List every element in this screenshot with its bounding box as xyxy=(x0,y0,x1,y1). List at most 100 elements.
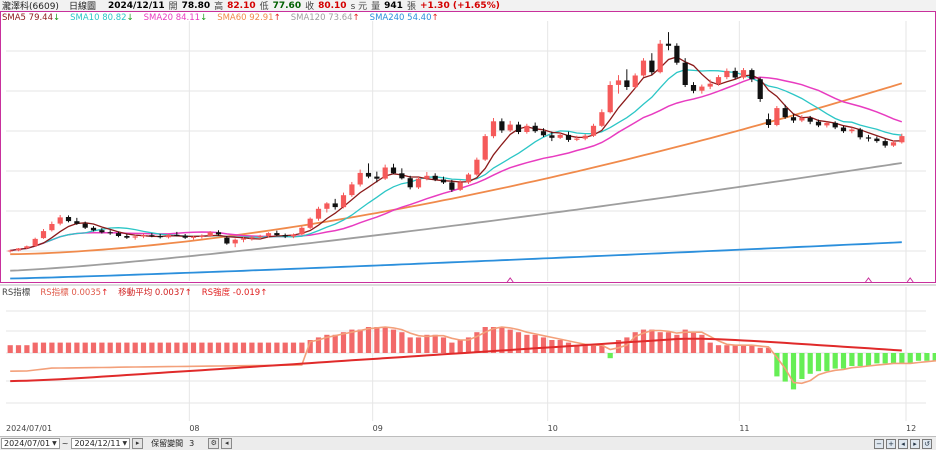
candle-body xyxy=(449,182,455,190)
candle-body xyxy=(207,232,213,236)
candle-body xyxy=(815,121,822,126)
oscillator-legend: RS指標 RS指標 0.0035↑ 移動平均 0.0037↑ RS強度 -0.019↑ xyxy=(2,286,277,298)
close-suffix: s 元 xyxy=(350,2,368,12)
candle-body xyxy=(665,43,672,46)
open-label: 開 xyxy=(168,2,178,12)
price-chart-svg[interactable]: 2024/07/01 08 09 10 11 12 xyxy=(0,11,936,433)
candle-body xyxy=(865,137,872,139)
rs-histogram-bar xyxy=(774,353,780,377)
candle-body xyxy=(307,218,313,228)
rs-histogram-bar xyxy=(49,342,55,353)
osc-legend-label: RS強度 xyxy=(201,288,233,298)
candle-body xyxy=(157,236,163,238)
candle-body xyxy=(499,121,505,131)
legend-label: SMA60 xyxy=(217,13,250,23)
legend-item-sma120[interactable]: SMA120 73.64↑ xyxy=(291,13,360,23)
candle-body xyxy=(7,250,13,252)
candle-body xyxy=(124,236,130,238)
candle-body xyxy=(724,70,730,78)
rs-histogram-bar xyxy=(90,342,97,353)
rs-histogram-bar xyxy=(574,345,580,353)
legend-value: 80.82 xyxy=(102,13,127,23)
legend-item-sma20[interactable]: SMA20 84.11↓ xyxy=(144,13,208,23)
chevron-down-icon[interactable]: ▼ xyxy=(52,440,57,447)
candle-body xyxy=(199,236,205,237)
pan-left-icon[interactable]: ◂ xyxy=(898,439,908,449)
rs-histogram-bar xyxy=(199,342,205,353)
reset-view-icon[interactable]: ↺ xyxy=(922,439,932,449)
month-label: 10 xyxy=(548,424,558,433)
legend-label: SMA120 xyxy=(290,13,329,23)
zoom-out-icon[interactable]: − xyxy=(874,439,884,449)
rs-histogram-bar xyxy=(274,342,280,353)
rs-histogram-bar xyxy=(99,342,105,353)
legend-label: SMA5 xyxy=(2,13,29,23)
rs-moving-average-line xyxy=(10,337,902,383)
rs-histogram-bar xyxy=(582,345,588,353)
end-date-field[interactable]: 2024/12/11 ▼ xyxy=(71,438,131,449)
rs-histogram-bar xyxy=(299,342,305,353)
candle-body xyxy=(882,141,888,146)
high-value: 82.10 xyxy=(227,0,256,11)
legend-item-sma60[interactable]: SMA60 92.91↑ xyxy=(217,13,281,23)
candle-body xyxy=(65,217,72,222)
candle-body xyxy=(732,70,738,78)
rs-histogram-bar xyxy=(657,332,663,353)
rs-histogram-bar xyxy=(507,329,513,353)
candle-body xyxy=(399,173,405,179)
candle-body xyxy=(349,184,355,196)
candle-body xyxy=(324,203,330,209)
candle-body xyxy=(424,175,430,179)
osc-legend-item[interactable]: RS指標 0.0035↑ xyxy=(40,288,108,298)
legend-item-sma5[interactable]: SMA5 79.44↓ xyxy=(2,13,60,23)
month-label: 11 xyxy=(739,424,749,433)
candle-body xyxy=(407,178,413,188)
candle-body xyxy=(215,232,222,235)
rs-histogram-bar xyxy=(124,342,130,353)
osc-legend-value: -0.019 xyxy=(232,288,261,298)
rs-histogram-bar xyxy=(540,337,547,353)
candle-body xyxy=(849,129,855,132)
osc-legend-value: 0.0037 xyxy=(154,288,185,298)
candle-body xyxy=(107,232,113,234)
candle-body xyxy=(240,238,247,240)
zoom-in-icon[interactable]: + xyxy=(886,439,896,449)
candle-body xyxy=(557,134,563,138)
rs-histogram-bar xyxy=(374,327,380,353)
rs-histogram-bar xyxy=(865,353,872,366)
rs-histogram-bar xyxy=(690,332,697,353)
osc-legend-item[interactable]: 移動平均 0.0037↑ xyxy=(118,288,192,298)
candle-body xyxy=(90,227,97,231)
rs-histogram-bar xyxy=(140,342,147,353)
candle-body xyxy=(274,233,280,236)
candle-body xyxy=(599,112,605,126)
chevron-down-icon[interactable]: ▼ xyxy=(122,440,128,447)
rs-histogram-bar xyxy=(840,353,847,369)
candle-body xyxy=(749,70,755,80)
scroll-left-button[interactable]: ◂ xyxy=(221,438,233,449)
zoom-controls: − + ◂ ▸ ↺ xyxy=(872,439,932,449)
pan-right-icon[interactable]: ▸ xyxy=(910,439,920,449)
candle-body xyxy=(149,235,155,237)
chart-area[interactable]: 2024/07/01 08 09 10 11 12 xyxy=(0,11,936,433)
settings-button[interactable]: ⚙ xyxy=(208,438,220,449)
rs-histogram-bar xyxy=(424,334,430,353)
volume-unit: 張 xyxy=(406,2,416,12)
rs-histogram-bar xyxy=(790,353,797,390)
query-button[interactable]: ▸ xyxy=(132,438,144,449)
candle-body xyxy=(282,235,288,237)
rs-histogram-bar xyxy=(740,345,747,353)
rs-histogram-bar xyxy=(257,342,263,353)
start-date-field[interactable]: 2024/07/01 ▼ xyxy=(1,438,60,449)
rs-histogram-bar xyxy=(599,345,605,353)
rs-histogram-bar xyxy=(565,342,572,353)
rs-histogram-bar xyxy=(165,342,172,353)
legend-item-sma240[interactable]: SMA240 54.40↑ xyxy=(370,13,439,23)
legend-item-sma10[interactable]: SMA10 80.82↓ xyxy=(70,13,134,23)
legend-label: SMA10 xyxy=(70,13,103,23)
candle-body xyxy=(632,75,638,88)
arrow-up-icon: ↑ xyxy=(101,288,109,298)
rs-histogram-bar xyxy=(499,327,505,353)
osc-legend-item[interactable]: RS強度 -0.019↑ xyxy=(202,288,268,298)
high-label: 高 xyxy=(214,2,224,12)
